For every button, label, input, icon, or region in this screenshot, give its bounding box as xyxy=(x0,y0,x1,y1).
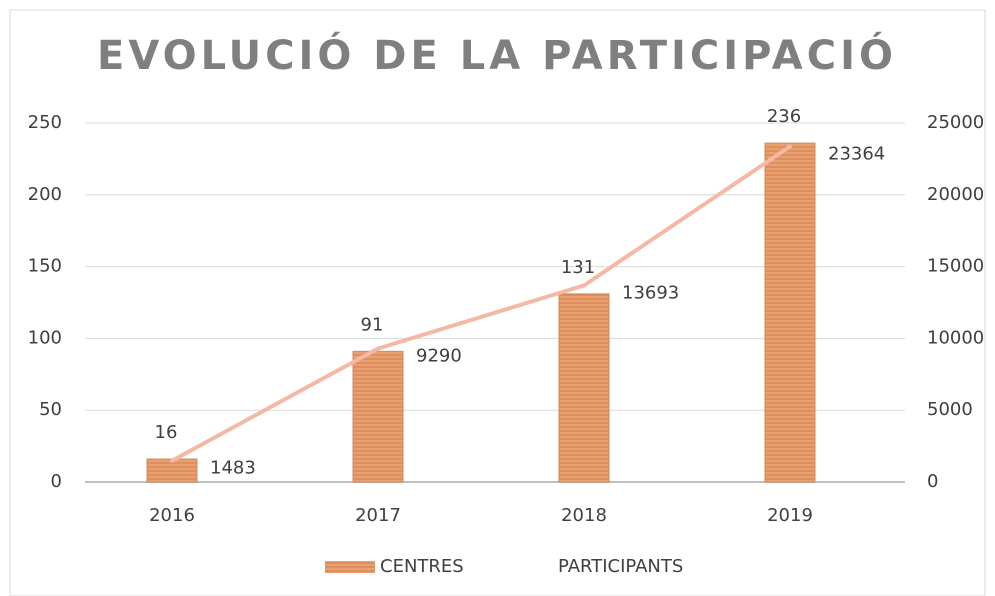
chart-title: EVOLUCIÓ DE LA PARTICIPACIÓ xyxy=(97,31,897,79)
bar-value-label: 236 xyxy=(767,106,801,127)
y-tick-label: 150 xyxy=(28,256,62,277)
y-tick-label: 200 xyxy=(28,184,62,205)
legend-label: PARTICIPANTS xyxy=(558,556,683,577)
y2-tick-label: 15000 xyxy=(927,256,984,277)
y2-tick-label: 0 xyxy=(927,471,938,492)
line xyxy=(170,144,792,463)
line-value-label: 23364 xyxy=(828,143,885,164)
chart-border xyxy=(9,9,986,596)
line-value-label: 9290 xyxy=(416,346,462,367)
x-tick-label: 2019 xyxy=(767,505,813,526)
bar xyxy=(764,142,816,483)
x-tick-label: 2018 xyxy=(561,505,607,526)
y-tick-label: 50 xyxy=(39,399,62,420)
y2-tick-label: 10000 xyxy=(927,327,984,348)
y2-tick-label: 25000 xyxy=(927,112,984,133)
y-tick-label: 0 xyxy=(51,471,62,492)
y2-tick-label: 20000 xyxy=(927,184,984,205)
line-value-label: 13693 xyxy=(622,282,679,303)
y-tick-label: 100 xyxy=(28,327,62,348)
legend-label: CENTRES xyxy=(380,556,464,577)
legend-swatch xyxy=(325,561,375,573)
x-tick-label: 2016 xyxy=(149,505,195,526)
y2-tick-label: 5000 xyxy=(927,399,973,420)
line-value-label: 1483 xyxy=(210,458,256,479)
bar xyxy=(558,293,610,483)
bar-value-label: 16 xyxy=(155,422,178,443)
bar-value-label: 91 xyxy=(361,314,384,335)
x-tick-label: 2017 xyxy=(355,505,401,526)
bar-value-label: 131 xyxy=(561,257,595,278)
y-tick-label: 250 xyxy=(28,112,62,133)
bar xyxy=(352,350,404,483)
